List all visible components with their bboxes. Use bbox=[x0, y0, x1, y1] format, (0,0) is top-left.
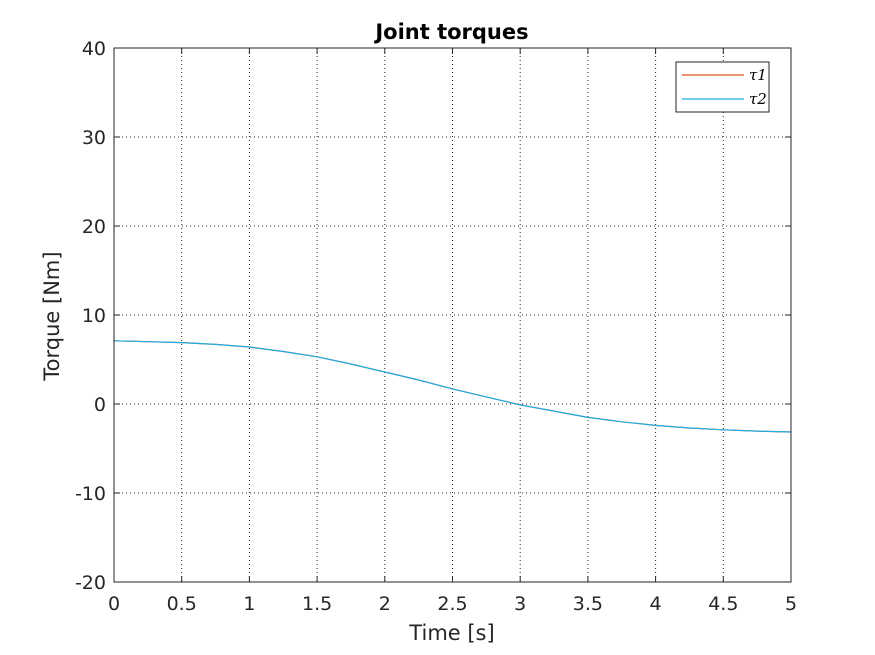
x-tick-label: 3 bbox=[514, 593, 526, 615]
y-tick-labels: -20 -10 0 10 20 30 40 bbox=[75, 38, 106, 594]
plot-frame bbox=[113, 47, 792, 583]
series-group bbox=[113, 340, 792, 433]
x-tick-label: 3.5 bbox=[573, 593, 603, 615]
x-axis-label: Time [s] bbox=[408, 621, 494, 645]
y-tick-label: -20 bbox=[75, 572, 106, 594]
legend-box bbox=[675, 61, 770, 113]
grid bbox=[114, 48, 791, 582]
x-tick-label: 2 bbox=[379, 593, 391, 615]
x-tick-label: 1 bbox=[243, 593, 255, 615]
x-tick-label: 2.5 bbox=[437, 593, 467, 615]
y-tick-label: 40 bbox=[82, 38, 106, 60]
x-tick-labels: 0 0.5 1 1.5 2 2.5 3 3.5 4 4.5 5 bbox=[108, 593, 797, 615]
series-line-2 bbox=[113, 340, 792, 433]
y-tick-label: 0 bbox=[94, 394, 106, 416]
y-tick-label: -10 bbox=[75, 483, 106, 505]
legend-label-2: τ2 bbox=[749, 90, 767, 108]
x-tick-label: 5 bbox=[785, 593, 797, 615]
x-tick-label: 1.5 bbox=[302, 593, 332, 615]
x-tick-label: 0.5 bbox=[167, 593, 197, 615]
y-tick-label: 10 bbox=[82, 305, 106, 327]
x-tick-label: 4 bbox=[650, 593, 662, 615]
y-tick-label: 30 bbox=[82, 127, 106, 149]
x-tick-label: 4.5 bbox=[708, 593, 738, 615]
chart-title: Joint torques bbox=[373, 20, 528, 44]
y-axis-label: Torque [Nm] bbox=[40, 251, 64, 381]
legend-label-1: τ1 bbox=[749, 66, 767, 84]
y-tick-label: 20 bbox=[82, 216, 106, 238]
x-tick-label: 0 bbox=[108, 593, 120, 615]
